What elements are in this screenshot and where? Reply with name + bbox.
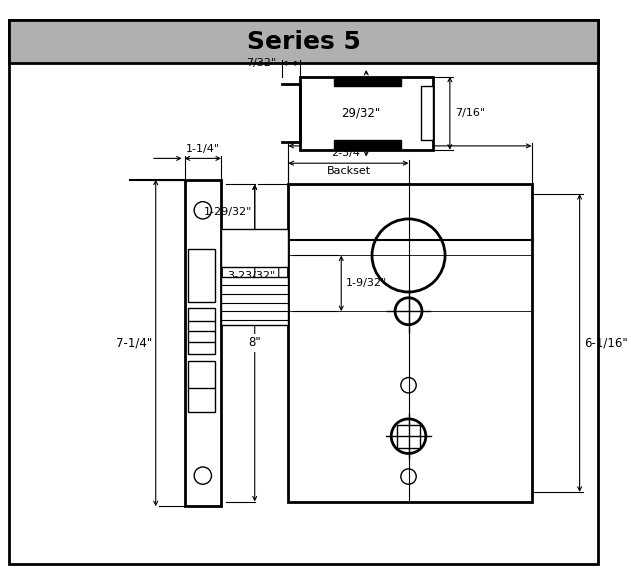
Text: 7/32": 7/32" xyxy=(247,58,277,68)
Bar xyxy=(9,20,598,63)
Bar xyxy=(189,308,215,353)
Text: 1-29/32": 1-29/32" xyxy=(203,207,252,217)
Text: Backset: Backset xyxy=(326,166,370,176)
Text: 7/16": 7/16" xyxy=(455,108,485,118)
Bar xyxy=(334,78,401,86)
Text: 8": 8" xyxy=(249,336,261,349)
Bar xyxy=(221,228,288,267)
Text: 4-3/16": 4-3/16" xyxy=(389,131,430,141)
Bar xyxy=(189,361,215,412)
Text: 8": 8" xyxy=(249,336,261,349)
Bar xyxy=(334,140,401,149)
Text: Series 5: Series 5 xyxy=(247,30,361,54)
Text: 1-1/4": 1-1/4" xyxy=(186,144,220,154)
Text: 6-1/16": 6-1/16" xyxy=(584,336,628,349)
Text: 2-3/4": 2-3/4" xyxy=(331,148,365,158)
Bar xyxy=(300,77,433,150)
Bar xyxy=(421,86,433,140)
Bar xyxy=(184,179,221,506)
Bar xyxy=(221,277,288,325)
Bar xyxy=(189,249,215,301)
Text: 7-1/4": 7-1/4" xyxy=(115,336,152,349)
Bar xyxy=(397,425,420,448)
Text: 1-9/32": 1-9/32" xyxy=(346,279,387,288)
Text: 29/32": 29/32" xyxy=(341,107,380,120)
Bar xyxy=(288,185,531,502)
Text: 3-23/32": 3-23/32" xyxy=(228,270,276,281)
